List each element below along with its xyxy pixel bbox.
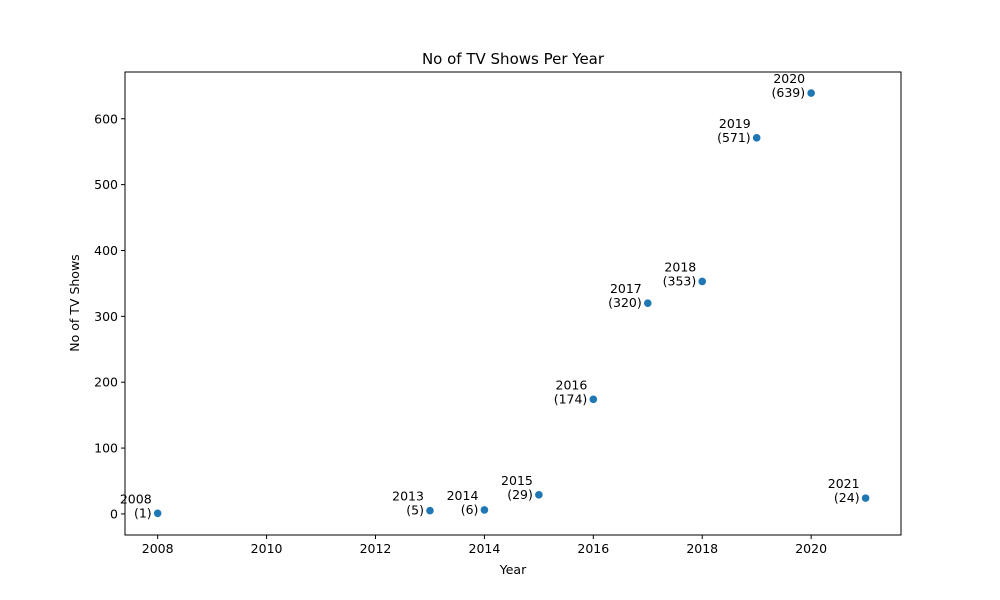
data-label: 2017 (320) xyxy=(608,281,642,310)
year-label: 2015 xyxy=(501,473,533,488)
data-point xyxy=(698,277,707,286)
x-tick-label: 2018 xyxy=(686,541,718,556)
data-label: 2014 (6) xyxy=(447,488,479,517)
x-axis-label: Year xyxy=(499,562,527,577)
x-tick-label: 2016 xyxy=(577,541,609,556)
data-label: 2013 (5) xyxy=(392,489,424,518)
year-label: 2016 xyxy=(556,377,588,392)
count-label: (639) xyxy=(772,85,806,100)
y-tick-label: 0 xyxy=(110,506,118,521)
count-label: (571) xyxy=(717,130,751,145)
data-point xyxy=(752,134,761,142)
data-label: 2021 (24) xyxy=(828,476,860,505)
x-tick-label: 2010 xyxy=(251,541,283,556)
count-label: (5) xyxy=(406,503,424,518)
count-label: (174) xyxy=(554,391,588,406)
year-label: 2020 xyxy=(773,71,805,86)
x-tick-label: 2012 xyxy=(360,541,392,556)
y-tick-label: 600 xyxy=(94,111,118,126)
data-point xyxy=(861,494,870,502)
data-label: 2020 (639) xyxy=(772,71,806,100)
count-label: (29) xyxy=(507,487,533,502)
chart-title: No of TV Shows Per Year xyxy=(422,50,605,68)
year-label: 2008 xyxy=(120,491,152,506)
count-label: (1) xyxy=(134,505,152,520)
plot-frame xyxy=(124,71,902,536)
year-label: 2014 xyxy=(447,488,479,503)
data-point xyxy=(480,506,489,514)
data-labels: 2008 (1)2013 (5)2014 (6)2015 (29)2016 (174)20… xyxy=(120,71,860,520)
year-label: 2018 xyxy=(664,259,696,274)
x-tick-label: 2014 xyxy=(469,541,501,556)
x-tick-label: 2008 xyxy=(142,541,174,556)
data-label: 2015 (29) xyxy=(501,473,533,502)
data-point xyxy=(426,506,434,515)
count-label: (320) xyxy=(608,295,642,310)
data-label: 2018 (353) xyxy=(663,259,697,288)
axis-ticks: 2008 2010 2012 2014 2016 2018 2020 0 100 200 300 40… xyxy=(94,111,827,556)
data-label: 2019 (571) xyxy=(717,116,751,145)
x-tick-label: 2020 xyxy=(795,541,827,556)
count-label: (24) xyxy=(834,490,860,505)
year-label: 2013 xyxy=(392,489,424,504)
y-tick-label: 400 xyxy=(94,243,118,258)
y-axis-label: No of TV Shows xyxy=(67,254,82,351)
data-point xyxy=(589,395,598,404)
count-label: (353) xyxy=(663,273,697,288)
data-point xyxy=(643,299,652,307)
data-point xyxy=(535,491,543,499)
y-tick-label: 200 xyxy=(94,375,118,390)
y-tick-label: 300 xyxy=(94,309,118,324)
year-label: 2017 xyxy=(610,281,642,296)
data-point xyxy=(807,89,815,97)
data-label: 2016 (174) xyxy=(554,377,588,406)
data-point xyxy=(153,509,162,518)
y-tick-label: 100 xyxy=(94,441,118,456)
count-label: (6) xyxy=(461,502,479,517)
data-label: 2008 (1) xyxy=(120,491,152,520)
data-points xyxy=(153,89,870,518)
year-label: 2019 xyxy=(719,116,751,131)
year-label: 2021 xyxy=(828,476,860,491)
y-tick-label: 500 xyxy=(94,177,118,192)
